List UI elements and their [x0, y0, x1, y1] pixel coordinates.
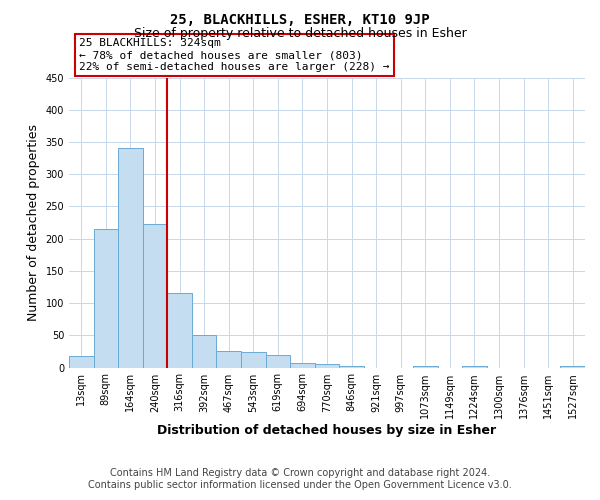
Bar: [315, 364, 339, 368]
Bar: [339, 366, 364, 368]
Bar: [413, 366, 437, 368]
Bar: [241, 352, 266, 368]
X-axis label: Distribution of detached houses by size in Esher: Distribution of detached houses by size …: [157, 424, 497, 436]
Bar: [167, 294, 192, 368]
Bar: [266, 356, 290, 368]
Bar: [143, 224, 167, 368]
Bar: [462, 366, 487, 368]
Text: 25 BLACKHILLS: 324sqm
← 78% of detached houses are smaller (803)
22% of semi-det: 25 BLACKHILLS: 324sqm ← 78% of detached …: [79, 38, 390, 72]
Bar: [192, 334, 217, 368]
Bar: [69, 356, 94, 368]
Bar: [560, 366, 585, 368]
Bar: [217, 350, 241, 368]
Text: Size of property relative to detached houses in Esher: Size of property relative to detached ho…: [134, 28, 466, 40]
Text: 25, BLACKHILLS, ESHER, KT10 9JP: 25, BLACKHILLS, ESHER, KT10 9JP: [170, 12, 430, 26]
Y-axis label: Number of detached properties: Number of detached properties: [27, 124, 40, 321]
Bar: [290, 363, 315, 368]
Text: Contains HM Land Registry data © Crown copyright and database right 2024.
Contai: Contains HM Land Registry data © Crown c…: [88, 468, 512, 490]
Bar: [94, 229, 118, 368]
Bar: [118, 148, 143, 368]
